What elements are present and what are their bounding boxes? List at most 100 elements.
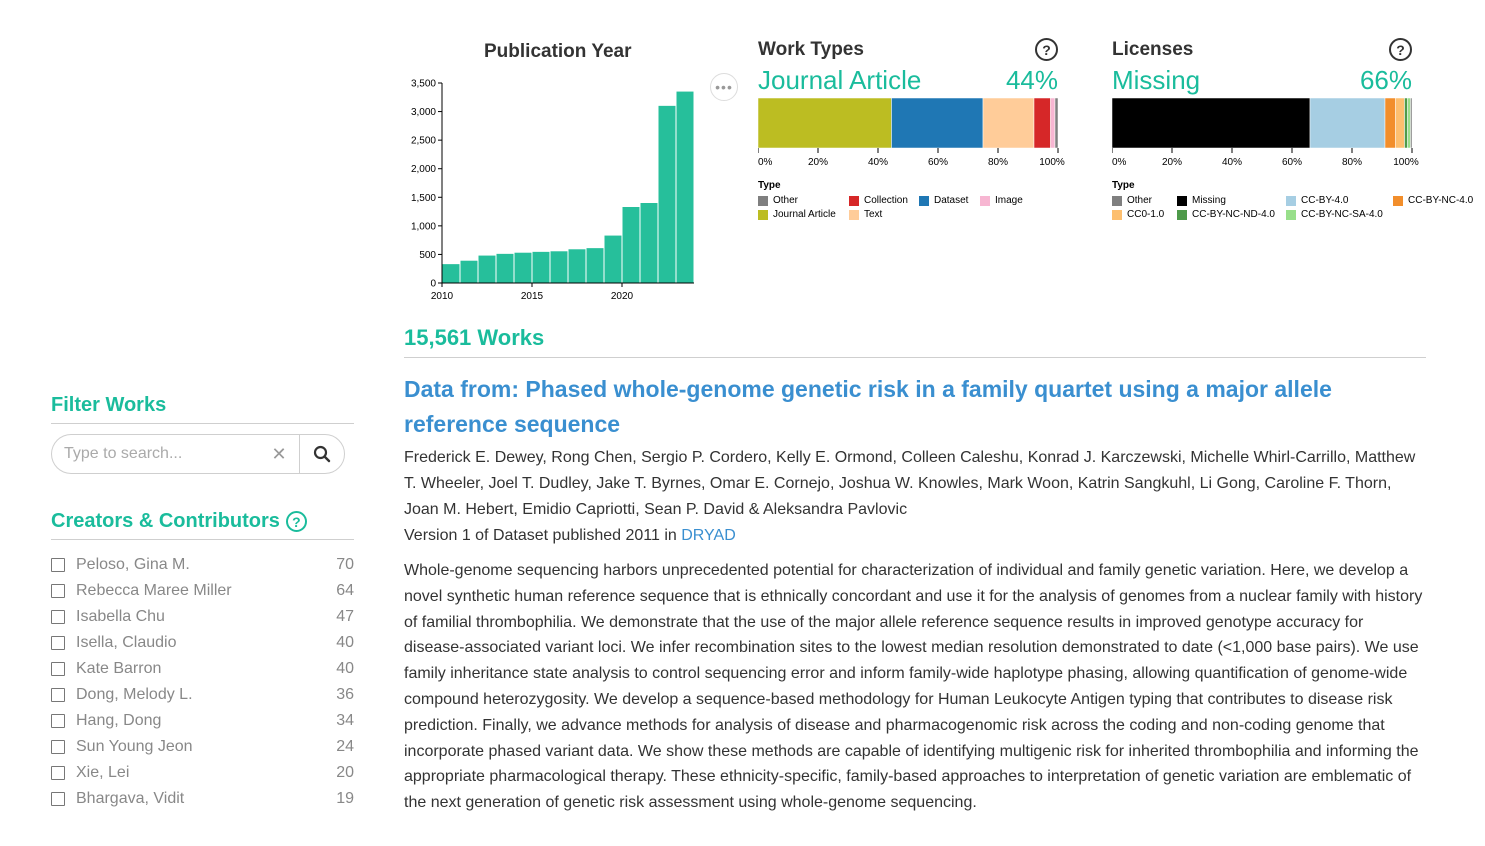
work-version-text: Version 1 of Dataset published 2011 in — [404, 527, 682, 544]
creator-count: 34 — [336, 712, 354, 729]
creator-item[interactable]: Hang, Dong 34 — [51, 708, 354, 734]
search-field-wrapper: ✕ — [51, 434, 299, 474]
creator-checkbox[interactable] — [51, 584, 65, 598]
help-icon[interactable]: ? — [1035, 38, 1058, 61]
creator-count: 24 — [336, 738, 354, 755]
creator-count: 47 — [336, 608, 354, 625]
search-input[interactable] — [64, 445, 271, 463]
legend-label: Text — [864, 209, 883, 220]
help-icon[interactable]: ? — [285, 511, 307, 532]
creator-checkbox[interactable] — [51, 766, 65, 780]
creator-count: 64 — [336, 582, 354, 599]
creator-count: 40 — [336, 660, 354, 677]
search-box: ✕ — [51, 434, 345, 474]
work-authors: Frederick E. Dewey, Rong Chen, Sergio P.… — [404, 449, 1416, 518]
work-types-segment[interactable] — [1033, 98, 1051, 149]
creator-name: Xie, Lei — [76, 764, 130, 781]
publication-year-bar[interactable] — [514, 252, 532, 283]
publication-year-bar[interactable] — [532, 251, 550, 283]
publication-year-bar[interactable] — [460, 260, 478, 283]
licenses-top-percent: 66% — [1359, 65, 1412, 95]
creator-checkbox[interactable] — [51, 792, 65, 806]
work-types-legend-item: Other — [758, 195, 849, 206]
creator-item[interactable]: Isabella Chu 47 — [51, 604, 354, 630]
work-types-legend-item: Image — [980, 195, 1040, 206]
search-button[interactable] — [299, 434, 345, 474]
creator-count: 70 — [336, 556, 354, 573]
licenses-legend: Other Missing CC-BY-4.0 CC-BY-NC-4.0 CC0-1.0… — [1112, 195, 1482, 220]
work-types-segment[interactable] — [891, 98, 984, 149]
creator-checkbox[interactable] — [51, 636, 65, 650]
work-types-segment[interactable] — [1054, 98, 1059, 149]
licenses-tick-label: 100% — [1393, 157, 1419, 168]
help-icon[interactable]: ? — [1389, 38, 1412, 61]
licenses-segment[interactable] — [1404, 98, 1408, 149]
publisher-link[interactable]: DRYAD — [681, 527, 736, 544]
legend-swatch — [919, 195, 929, 206]
works-count: 15,561 Works — [404, 325, 1426, 358]
creator-item[interactable]: Dong, Melody L. 36 — [51, 682, 354, 708]
creator-item[interactable]: Xie, Lei 20 — [51, 760, 354, 786]
work-types-chart: Work Types ? Journal Article 44% 0% 20% 40… — [758, 38, 1128, 238]
creator-item[interactable]: Isella, Claudio 40 — [51, 630, 354, 656]
publication-year-chart: Publication Year ••• 0 500 1,000 1,500 2,000… — [400, 38, 745, 308]
publication-year-bar[interactable] — [568, 249, 586, 283]
licenses-tick-label: 60% — [1282, 157, 1302, 168]
legend-swatch — [849, 209, 859, 220]
publication-year-bar[interactable] — [622, 207, 640, 283]
publication-year-bar[interactable] — [658, 105, 676, 283]
creator-item[interactable]: Kate Barron 40 — [51, 656, 354, 682]
work-types-segment[interactable] — [982, 98, 1035, 149]
publication-year-bar[interactable] — [478, 255, 496, 283]
licenses-segment[interactable] — [1309, 98, 1386, 149]
licenses-tick-label: 20% — [1162, 157, 1182, 168]
creator-item[interactable]: Rebecca Maree Miller 64 — [51, 578, 354, 604]
clear-icon[interactable]: ✕ — [271, 443, 287, 464]
legend-label: CC0-1.0 — [1127, 209, 1165, 220]
publication-year-bar[interactable] — [550, 251, 568, 283]
work-types-tick-label: 40% — [868, 157, 888, 168]
publication-year-bar[interactable] — [586, 248, 604, 283]
creator-checkbox[interactable] — [51, 740, 65, 754]
legend-label: CC-BY-4.0 — [1301, 195, 1349, 206]
creator-checkbox[interactable] — [51, 558, 65, 572]
licenses-segment[interactable] — [1384, 98, 1396, 149]
legend-swatch — [1177, 209, 1187, 220]
publication-year-bar[interactable] — [676, 91, 694, 283]
legend-label: Image — [995, 195, 1023, 206]
work-item: Data from: Phased whole-genome genetic r… — [404, 372, 1426, 816]
licenses-segment[interactable] — [1112, 98, 1311, 149]
legend-swatch — [1177, 195, 1187, 206]
creator-checkbox[interactable] — [51, 610, 65, 624]
licenses-segment[interactable] — [1407, 98, 1411, 149]
y-tick-label: 500 — [419, 250, 436, 261]
creator-checkbox[interactable] — [51, 714, 65, 728]
licenses-segment[interactable] — [1410, 98, 1413, 149]
licenses-tick-label: 40% — [1222, 157, 1242, 168]
publication-year-bar[interactable] — [640, 203, 658, 283]
work-types-segment[interactable] — [1050, 98, 1056, 149]
publication-year-bar[interactable] — [496, 253, 514, 283]
creator-item[interactable]: Bhargava, Vidit 19 — [51, 786, 354, 812]
licenses-segment[interactable] — [1395, 98, 1405, 149]
creator-item[interactable]: Peloso, Gina M. 70 — [51, 552, 354, 578]
legend-label: Other — [1127, 195, 1153, 206]
legend-swatch — [1393, 195, 1403, 206]
creator-count: 36 — [336, 686, 354, 703]
x-tick-label: 2020 — [611, 291, 634, 302]
creator-item[interactable]: Sun Young Jeon 24 — [51, 734, 354, 760]
work-types-segment[interactable] — [758, 98, 892, 149]
creator-checkbox[interactable] — [51, 688, 65, 702]
y-tick-label: 2,500 — [411, 136, 436, 147]
more-options-icon[interactable]: ••• — [710, 73, 738, 101]
work-description: Whole-genome sequencing harbors unpreced… — [404, 562, 1423, 812]
publication-year-bar[interactable] — [604, 235, 622, 283]
work-types-legend-title: Type — [758, 180, 781, 191]
creator-checkbox[interactable] — [51, 662, 65, 676]
legend-swatch — [1286, 209, 1296, 220]
publication-year-bar[interactable] — [442, 264, 460, 283]
legend-swatch — [1112, 195, 1122, 206]
work-title-link[interactable]: Data from: Phased whole-genome genetic r… — [404, 376, 1332, 437]
creator-name: Hang, Dong — [76, 712, 162, 729]
legend-swatch — [1112, 209, 1122, 220]
